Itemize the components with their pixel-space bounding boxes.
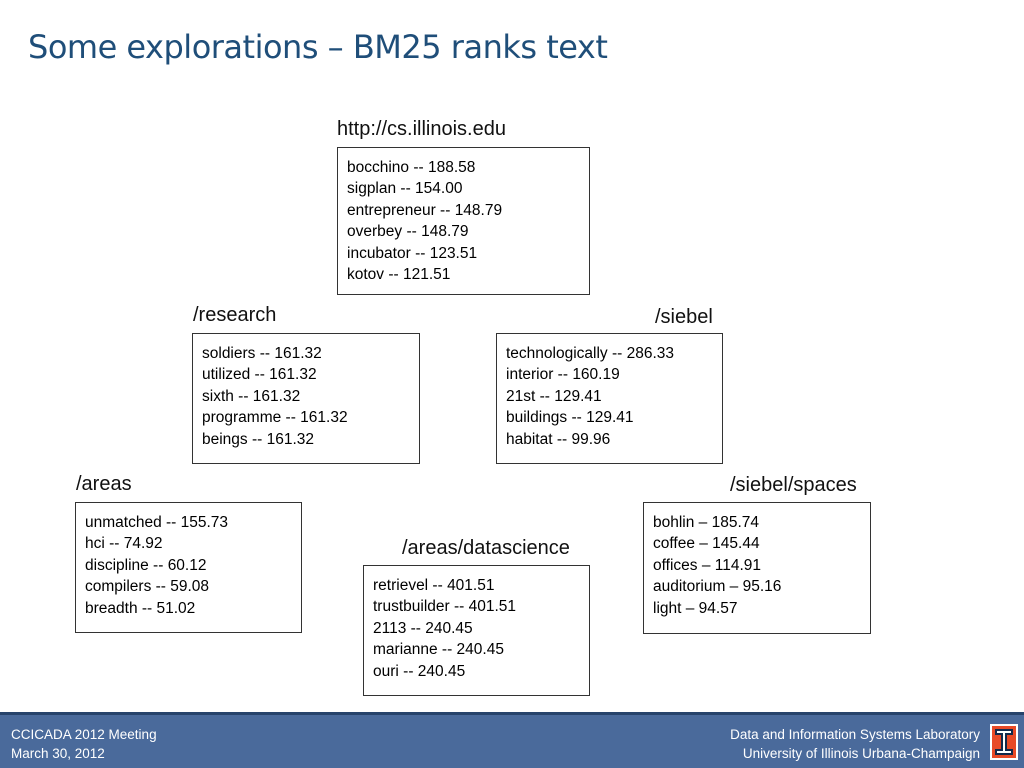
- node-box-datascience: retrievel -- 401.51 trustbuilder -- 401.…: [363, 565, 590, 696]
- term-score-entry: bocchino -- 188.58: [347, 159, 476, 176]
- term-score-entry: marianne -- 240.45: [373, 641, 504, 659]
- term-score-entry: bohlin – 185.74: [653, 514, 760, 531]
- term-score-entry: soldiers -- 161.32: [202, 345, 322, 362]
- node-label-areas: /areas: [76, 473, 132, 495]
- term-score-entry: trustbuilder -- 401.51: [373, 598, 517, 616]
- term-score-entry: offices – 114.91: [653, 556, 762, 574]
- term-score-entry: overbey -- 148.79: [347, 223, 469, 241]
- node-label-spaces: /siebel/spaces: [730, 474, 857, 496]
- term-score-entry: 21st -- 129.41: [506, 387, 602, 405]
- term-score-entry: ouri -- 240.45: [373, 662, 466, 680]
- term-score-entry: technologically -- 286.33: [506, 345, 675, 362]
- term-score-entry: interior -- 160.19: [506, 366, 620, 384]
- term-score-entry: sixth -- 161.32: [202, 387, 301, 405]
- event-date: March 30, 2012: [11, 746, 105, 761]
- illinois-block-i-logo-icon: [990, 724, 1018, 760]
- footer-left: CCICADA 2012 Meeting March 30, 2012: [11, 725, 157, 763]
- term-score-entry: kotov -- 121.51: [347, 266, 451, 284]
- term-score-entry: light – 94.57: [653, 599, 738, 617]
- node-label-siebel: /siebel: [655, 306, 713, 328]
- node-label-datascience: /areas/datascience: [402, 537, 570, 559]
- lab-name: Data and Information Systems Laboratory: [730, 727, 980, 742]
- term-score-entry: incubator -- 123.51: [347, 244, 478, 262]
- term-score-entry: breadth -- 51.02: [85, 599, 196, 617]
- term-score-entry: habitat -- 99.96: [506, 430, 611, 448]
- term-score-entry: discipline -- 60.12: [85, 556, 207, 574]
- term-score-entry: sigplan -- 154.00: [347, 180, 463, 198]
- term-score-entry: unmatched -- 155.73: [85, 514, 229, 531]
- node-label-research: /research: [193, 304, 277, 326]
- term-score-entry: beings -- 161.32: [202, 430, 315, 448]
- term-score-entry: utilized -- 161.32: [202, 366, 317, 384]
- term-score-entry: buildings -- 129.41: [506, 409, 634, 427]
- term-score-entry: entrepreneur -- 148.79: [347, 201, 503, 219]
- term-score-entry: compilers -- 59.08: [85, 578, 210, 596]
- footer-bar: CCICADA 2012 Meeting March 30, 2012 Data…: [0, 712, 1024, 768]
- term-score-entry: retrievel -- 401.51: [373, 577, 495, 594]
- term-score-entry: programme -- 161.32: [202, 409, 348, 427]
- node-box-research: soldiers -- 161.32 utilized -- 161.32 si…: [192, 333, 420, 464]
- node-box-siebel: technologically -- 286.33 interior -- 16…: [496, 333, 723, 464]
- node-label-root: http://cs.illinois.edu: [337, 118, 506, 140]
- footer-right: Data and Information Systems Laboratory …: [730, 725, 980, 763]
- term-score-entry: auditorium – 95.16: [653, 578, 782, 596]
- slide-title: Some explorations – BM25 ranks text: [28, 28, 608, 66]
- university-name: University of Illinois Urbana-Champaign: [742, 746, 980, 761]
- event-name: CCICADA 2012 Meeting: [11, 727, 157, 742]
- node-box-areas: unmatched -- 155.73 hci -- 74.92 discipl…: [75, 502, 302, 633]
- term-score-entry: hci -- 74.92: [85, 535, 163, 553]
- node-box-root: bocchino -- 188.58 sigplan -- 154.00 ent…: [337, 147, 590, 295]
- term-score-entry: coffee – 145.44: [653, 535, 760, 553]
- node-box-spaces: bohlin – 185.74 coffee – 145.44 offices …: [643, 502, 871, 634]
- term-score-entry: 2113 -- 240.45: [373, 619, 473, 637]
